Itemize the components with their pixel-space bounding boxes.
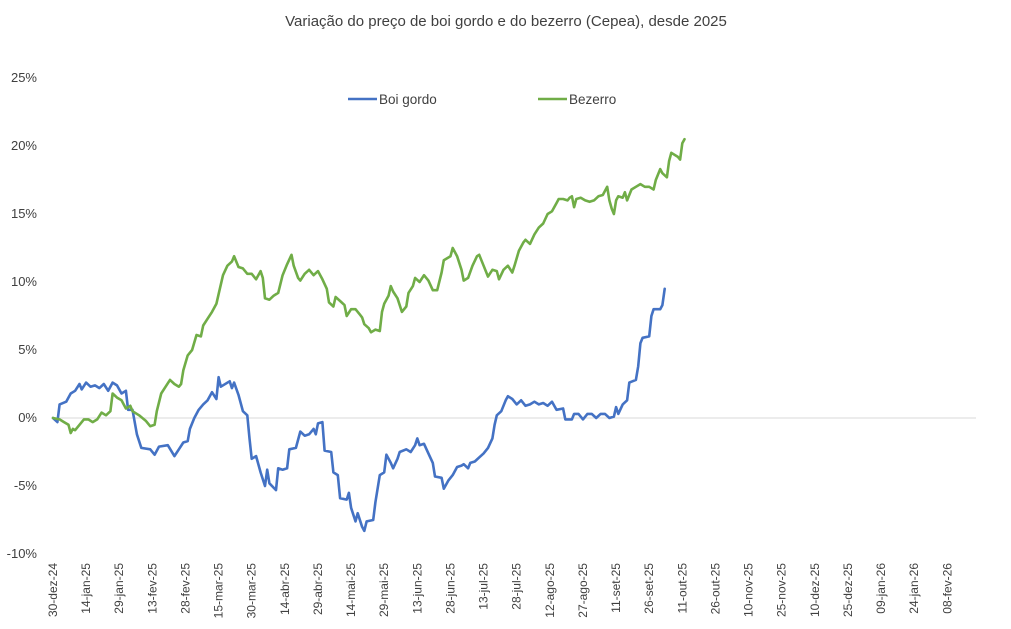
x-tick-label: 13-fev-25 (145, 563, 159, 614)
x-tick-label: 28-jul-25 (510, 563, 524, 610)
x-tick-label: 25-nov-25 (775, 563, 789, 617)
x-tick-label: 10-nov-25 (742, 563, 756, 617)
x-tick-label: 08-fev-26 (940, 563, 954, 614)
y-tick-label: 10% (11, 274, 37, 289)
x-tick-label: 30-dez-24 (46, 563, 60, 617)
x-tick-label: 12-ago-25 (543, 563, 557, 618)
y-tick-label: 5% (18, 342, 37, 357)
y-tick-label: -5% (14, 478, 38, 493)
y-tick-label: 20% (11, 138, 37, 153)
legend: Boi gordo Bezerro (348, 92, 616, 107)
x-tick-label: 15-mar-25 (212, 563, 226, 619)
x-tick-label: 13-jun-25 (410, 563, 424, 614)
x-tick-label: 29-jan-25 (112, 563, 126, 614)
x-tick-label: 10-dez-25 (808, 563, 822, 617)
series-line-bezerro (51, 137, 686, 435)
x-tick-label: 11-set-25 (609, 563, 623, 613)
x-tick-label: 26-set-25 (642, 563, 656, 614)
x-tick-label: 26-out-25 (708, 563, 722, 615)
x-tick-label: 27-ago-25 (576, 563, 590, 618)
y-tick-label: 15% (11, 206, 37, 221)
x-tick-label: 30-mar-25 (245, 563, 259, 619)
series-line-boi-gordo (51, 287, 666, 533)
x-tick-label: 24-jan-26 (907, 563, 921, 614)
y-tick-label: 25% (11, 70, 37, 85)
x-tick-label: 28-fev-25 (178, 563, 192, 614)
x-axis: 30-dez-24 14-jan-25 29-jan-25 13-fev-25 28-f… (46, 563, 954, 619)
legend-label-bezerro: Bezerro (569, 92, 616, 107)
y-tick-label: 0% (18, 410, 37, 425)
legend-label-boi-gordo: Boi gordo (379, 92, 437, 107)
x-tick-label: 28-jun-25 (443, 563, 457, 614)
x-tick-label: 14-abr-25 (278, 563, 292, 615)
x-tick-label: 29-abr-25 (311, 563, 325, 615)
x-tick-label: 11-out-25 (675, 563, 689, 614)
x-tick-label: 14-jan-25 (79, 563, 93, 614)
y-tick-label: -10% (7, 546, 38, 561)
x-tick-label: 09-jan-26 (874, 563, 888, 614)
y-axis: -10% -5% 0% 5% 10% 15% 20% 25% (7, 70, 38, 561)
series-layer (51, 137, 686, 533)
x-tick-label: 25-dez-25 (841, 563, 855, 617)
x-tick-label: 13-jul-25 (477, 563, 491, 610)
x-tick-label: 14-mai-25 (344, 563, 358, 617)
x-tick-label: 29-mai-25 (377, 563, 391, 617)
chart-title: Variação do preço de boi gordo e do beze… (285, 13, 727, 30)
